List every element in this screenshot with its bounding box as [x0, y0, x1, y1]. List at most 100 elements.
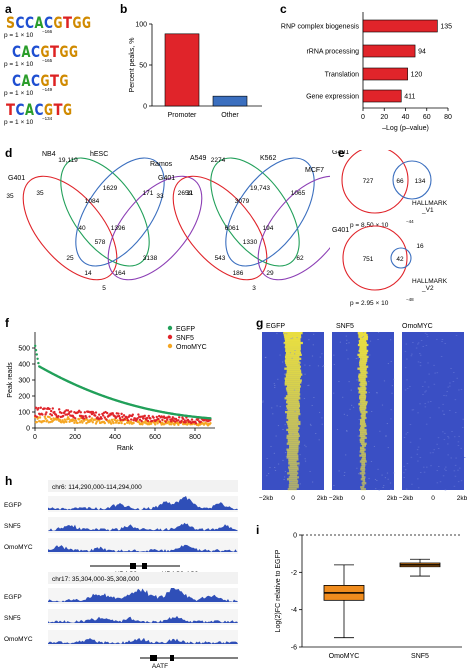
heatmap-noise	[442, 403, 444, 405]
heatmap-noise	[277, 463, 280, 465]
heatmap-row	[288, 462, 300, 465]
heatmap-noise	[272, 413, 274, 415]
data-point	[58, 408, 61, 411]
data-point	[90, 417, 94, 420]
x-tick-label: 0	[33, 434, 37, 441]
heatmap-noise	[406, 379, 408, 381]
heatmap-noise	[403, 472, 405, 474]
heatmap-noise	[333, 392, 335, 394]
venn-set-label: G401	[332, 150, 349, 156]
heatmap-tick-label: −2kb	[399, 495, 414, 502]
heatmap-noise	[434, 372, 436, 374]
data-point	[58, 418, 62, 422]
heatmap-noise	[376, 480, 378, 481]
heatmap-noise	[311, 355, 314, 357]
heatmap-noise	[309, 470, 311, 472]
heatmap-noise	[303, 397, 306, 399]
heatmap-row	[360, 385, 366, 388]
heatmap-noise	[419, 353, 421, 355]
data-point	[76, 421, 79, 425]
data-point	[54, 413, 58, 416]
heatmap-noise	[362, 410, 364, 412]
data-point	[43, 415, 46, 418]
coord-bar	[48, 480, 238, 492]
venn-ellipse	[60, 157, 150, 267]
heatmap-noise	[419, 362, 422, 364]
y-tick-label: 100	[18, 410, 30, 417]
heatmap-row	[360, 393, 366, 396]
heatmap-noise	[416, 453, 419, 455]
heatmap-tick-label: 2kb	[457, 495, 468, 502]
heatmap-noise	[365, 463, 367, 465]
heatmap-noise	[290, 338, 292, 340]
venn-count: 3079	[235, 198, 250, 205]
data-point	[50, 417, 53, 421]
heatmap-noise	[358, 362, 360, 364]
heatmap-row	[288, 460, 297, 463]
data-point	[103, 416, 107, 419]
heatmap-row	[359, 395, 367, 398]
venn-group: G401A549K562MCF7227419,74311307910653260…	[156, 155, 330, 292]
heatmap-noise	[365, 409, 367, 411]
venn-count: 1396	[111, 225, 126, 232]
venn-count: 5	[102, 285, 106, 292]
heatmap-row	[360, 411, 368, 414]
venn-count: 35	[6, 193, 14, 200]
track-signal	[48, 615, 238, 623]
heatmap-noise	[460, 447, 462, 449]
heatmap-row	[360, 478, 366, 481]
heatmap-noise	[440, 355, 443, 357]
heatmap-noise	[427, 386, 430, 388]
venn-count: 66	[396, 178, 404, 185]
heatmap-noise	[284, 424, 286, 426]
heatmap-noise	[442, 475, 445, 477]
heatmap-row	[286, 371, 302, 374]
venn-count: 171	[143, 190, 154, 197]
heatmap-row	[285, 357, 302, 360]
data-point	[132, 418, 135, 422]
heatmap-row	[288, 468, 299, 471]
heatmap-row	[359, 432, 368, 435]
data-point	[114, 416, 118, 420]
heatmap-noise	[279, 354, 281, 356]
heatmap-noise	[338, 470, 340, 472]
heatmap-noise	[458, 435, 460, 437]
panel-a-letter: a	[5, 2, 12, 16]
heatmap-noise	[409, 423, 412, 425]
heatmap-row	[287, 430, 299, 434]
heatmap-noise	[426, 466, 428, 468]
data-point	[41, 413, 44, 416]
heatmap-row	[359, 369, 367, 372]
heatmap-row	[358, 379, 366, 382]
venn-count: 33	[156, 193, 164, 200]
heatmap-noise	[304, 444, 306, 446]
heatmap-row	[359, 438, 365, 441]
x-tick-label: 40	[402, 114, 410, 121]
heatmap-noise	[298, 465, 300, 467]
heatmap-noise	[430, 401, 432, 402]
panel-b-letter: b	[120, 2, 128, 16]
category-label: rRNA processing	[306, 49, 359, 56]
heatmap-noise	[362, 465, 364, 467]
heatmap-noise	[449, 382, 451, 384]
heatmap-noise	[437, 465, 440, 467]
heatmap-row	[359, 418, 365, 422]
heatmap-noise	[276, 405, 278, 407]
heatmap-noise	[362, 336, 364, 337]
heatmap-row	[361, 464, 366, 467]
data-point	[120, 412, 123, 416]
heatmap-row	[287, 391, 300, 394]
data-point	[50, 414, 54, 417]
venn-count: 16	[416, 243, 424, 250]
heatmap-noise	[333, 485, 335, 486]
category-label: Gene expression	[306, 94, 359, 101]
heatmap-noise	[391, 392, 393, 394]
heatmap-row	[360, 420, 366, 424]
heatmap-noise	[298, 363, 300, 364]
heatmap-noise	[299, 454, 301, 456]
heatmap-row	[285, 349, 301, 353]
heatmap-noise	[449, 385, 451, 387]
venn-set-label: _V2	[421, 285, 434, 292]
data-point	[120, 421, 123, 425]
heatmap-noise	[404, 389, 407, 391]
